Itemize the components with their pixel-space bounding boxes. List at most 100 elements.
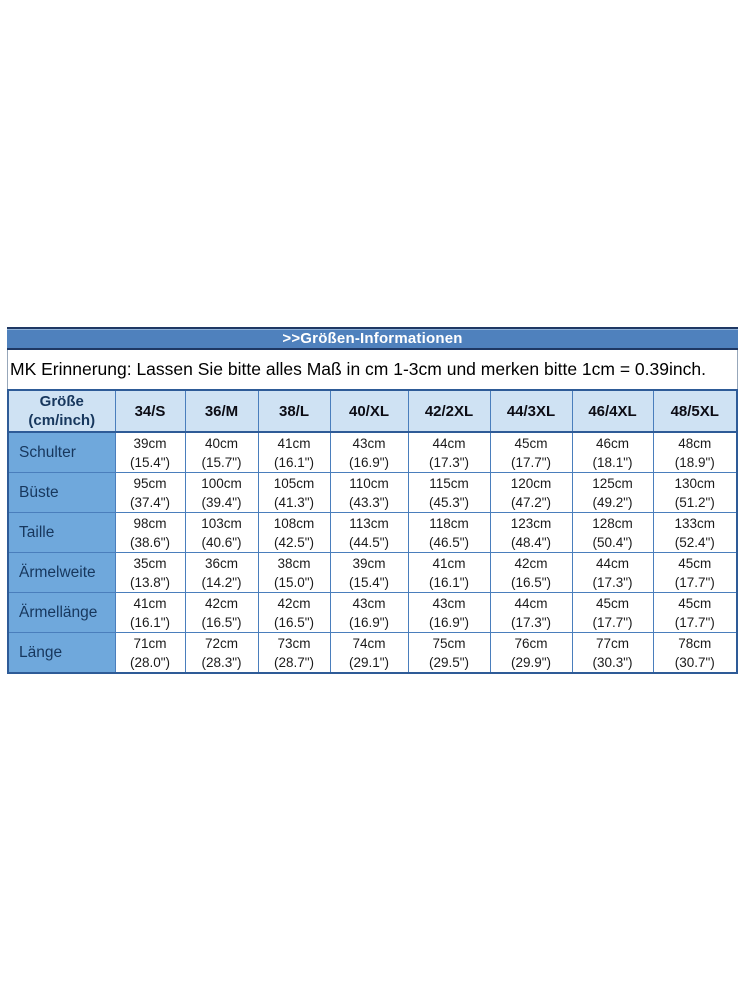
corner-header-cell: Größe (cm/inch)	[7, 389, 116, 433]
measurement-cm: 115cm	[429, 475, 469, 491]
measurement-cell: 115cm (45.3")	[407, 472, 491, 513]
measurement-cm: 38cm	[277, 555, 311, 571]
measurement-inch: (30.3")	[592, 654, 633, 670]
measurement-cell: 39cm (15.4")	[114, 431, 186, 473]
size-column-header: 44/3XL	[489, 389, 573, 433]
measurement-cm: 78cm	[678, 635, 712, 651]
measurement-cell: 120cm (47.2")	[489, 472, 573, 513]
row-label: Büste	[7, 472, 116, 513]
row-label: Taille	[7, 512, 116, 553]
measurement-cm: 113cm	[349, 515, 389, 531]
table-row: Büste 95cm (37.4") 100cm (39.4") 105cm (41.3")…	[7, 472, 738, 513]
row-label: Schulter	[7, 431, 116, 473]
measurement-cm: 42cm	[277, 595, 311, 611]
measurement-cell: 113cm (44.5")	[329, 512, 409, 553]
measurement-inch: (17.7")	[674, 574, 715, 590]
measurement-cell: 78cm (30.7")	[652, 632, 738, 674]
measurement-cm: 43cm	[352, 595, 386, 611]
measurement-inch: (14.2")	[201, 574, 242, 590]
measurement-cm: 41cm	[432, 555, 466, 571]
row-label: Ärmelweite	[7, 552, 116, 593]
measurement-cell: 39cm (15.4")	[329, 552, 409, 593]
measurement-inch: (17.7")	[592, 614, 633, 630]
measurement-inch: (16.5")	[201, 614, 242, 630]
measurement-inch: (48.4")	[510, 534, 552, 550]
measurement-inch: (29.1")	[348, 654, 390, 670]
size-column-header: 48/5XL	[652, 389, 738, 433]
measurement-cm: 71cm	[133, 635, 167, 651]
measurement-cm: 35cm	[133, 555, 167, 571]
measurement-inch: (38.6")	[129, 534, 171, 550]
measurement-inch: (18.9")	[674, 454, 715, 470]
measurement-cm: 44cm	[595, 555, 629, 571]
measurement-inch: (45.3")	[428, 494, 470, 510]
measurement-cm: 42cm	[514, 555, 548, 571]
measurement-inch: (17.3")	[510, 614, 552, 630]
measurement-cm: 95cm	[133, 475, 167, 491]
measurement-cm: 39cm	[133, 435, 167, 451]
measurement-cm: 77cm	[595, 635, 629, 651]
measurement-inch: (41.3")	[273, 494, 315, 510]
measurement-cell: 128cm (50.4")	[571, 512, 654, 553]
measurement-cm: 43cm	[432, 595, 466, 611]
measurement-inch: (16.5")	[273, 614, 315, 630]
measurement-note-row: MK Erinnerung: Lassen Sie bitte alles Ma…	[7, 350, 738, 389]
measurement-inch: (17.7")	[674, 614, 715, 630]
measurement-inch: (50.4")	[592, 534, 633, 550]
row-label: Ärmellänge	[7, 592, 116, 633]
size-table-body: Schulter 39cm (15.4") 40cm (15.7") 41cm (16.1"…	[7, 431, 738, 674]
measurement-cell: 36cm (14.2")	[184, 552, 259, 593]
measurement-inch: (39.4")	[201, 494, 242, 510]
size-info-panel: >>Größen-Informationen MK Erinnerung: La…	[7, 327, 738, 674]
measurement-cell: 98cm (38.6")	[114, 512, 186, 553]
size-info-title: >>Größen-Informationen	[282, 330, 463, 347]
measurement-cm: 41cm	[277, 435, 311, 451]
size-info-title-bar: >>Größen-Informationen	[7, 327, 738, 350]
measurement-cell: 40cm (15.7")	[184, 431, 259, 473]
measurement-cm: 45cm	[678, 595, 712, 611]
measurement-cm: 76cm	[514, 635, 548, 651]
measurement-cell: 45cm (17.7")	[571, 592, 654, 633]
measurement-inch: (16.5")	[510, 574, 552, 590]
size-column-header: 40/XL	[329, 389, 409, 433]
measurement-cm: 73cm	[277, 635, 311, 651]
measurement-cell: 71cm (28.0")	[114, 632, 186, 674]
row-label: Länge	[7, 632, 116, 674]
measurement-inch: (17.3")	[428, 454, 470, 470]
measurement-cell: 105cm (41.3")	[257, 472, 331, 513]
measurement-cm: 40cm	[204, 435, 238, 451]
measurement-cm: 105cm	[273, 475, 315, 491]
table-row: Ärmellänge 41cm (16.1") 42cm (16.5") 42cm (16.…	[7, 592, 738, 633]
measurement-inch: (16.9")	[428, 614, 470, 630]
measurement-cm: 41cm	[133, 595, 167, 611]
measurement-cell: 118cm (46.5")	[407, 512, 491, 553]
measurement-cm: 110cm	[349, 475, 389, 491]
measurement-cell: 74cm (29.1")	[329, 632, 409, 674]
measurement-cell: 110cm (43.3")	[329, 472, 409, 513]
measurement-cell: 108cm (42.5")	[257, 512, 331, 553]
measurement-cell: 43cm (16.9")	[329, 592, 409, 633]
measurement-cell: 44cm (17.3")	[571, 552, 654, 593]
measurement-cm: 44cm	[432, 435, 466, 451]
measurement-cell: 125cm (49.2")	[571, 472, 654, 513]
measurement-cell: 35cm (13.8")	[114, 552, 186, 593]
measurement-cm: 46cm	[595, 435, 629, 451]
measurement-cell: 45cm (17.7")	[652, 592, 738, 633]
measurement-cell: 100cm (39.4")	[184, 472, 259, 513]
measurement-inch: (28.7")	[273, 654, 315, 670]
measurement-cell: 42cm (16.5")	[184, 592, 259, 633]
measurement-cell: 48cm (18.9")	[652, 431, 738, 473]
measurement-inch: (46.5")	[428, 534, 470, 550]
table-row: Schulter 39cm (15.4") 40cm (15.7") 41cm (16.1"…	[7, 431, 738, 473]
measurement-cell: 73cm (28.7")	[257, 632, 331, 674]
measurement-inch: (52.4")	[674, 534, 715, 550]
table-row: Taille 98cm (38.6") 103cm (40.6") 108cm (42.5"…	[7, 512, 738, 553]
measurement-cm: 45cm	[595, 595, 629, 611]
measurement-inch: (29.5")	[428, 654, 470, 670]
measurement-cm: 72cm	[204, 635, 238, 651]
size-column-header: 34/S	[114, 389, 186, 433]
measurement-inch: (30.7")	[674, 654, 715, 670]
measurement-inch: (15.4")	[129, 454, 171, 470]
measurement-cell: 42cm (16.5")	[489, 552, 573, 593]
measurement-cm: 123cm	[510, 515, 552, 531]
